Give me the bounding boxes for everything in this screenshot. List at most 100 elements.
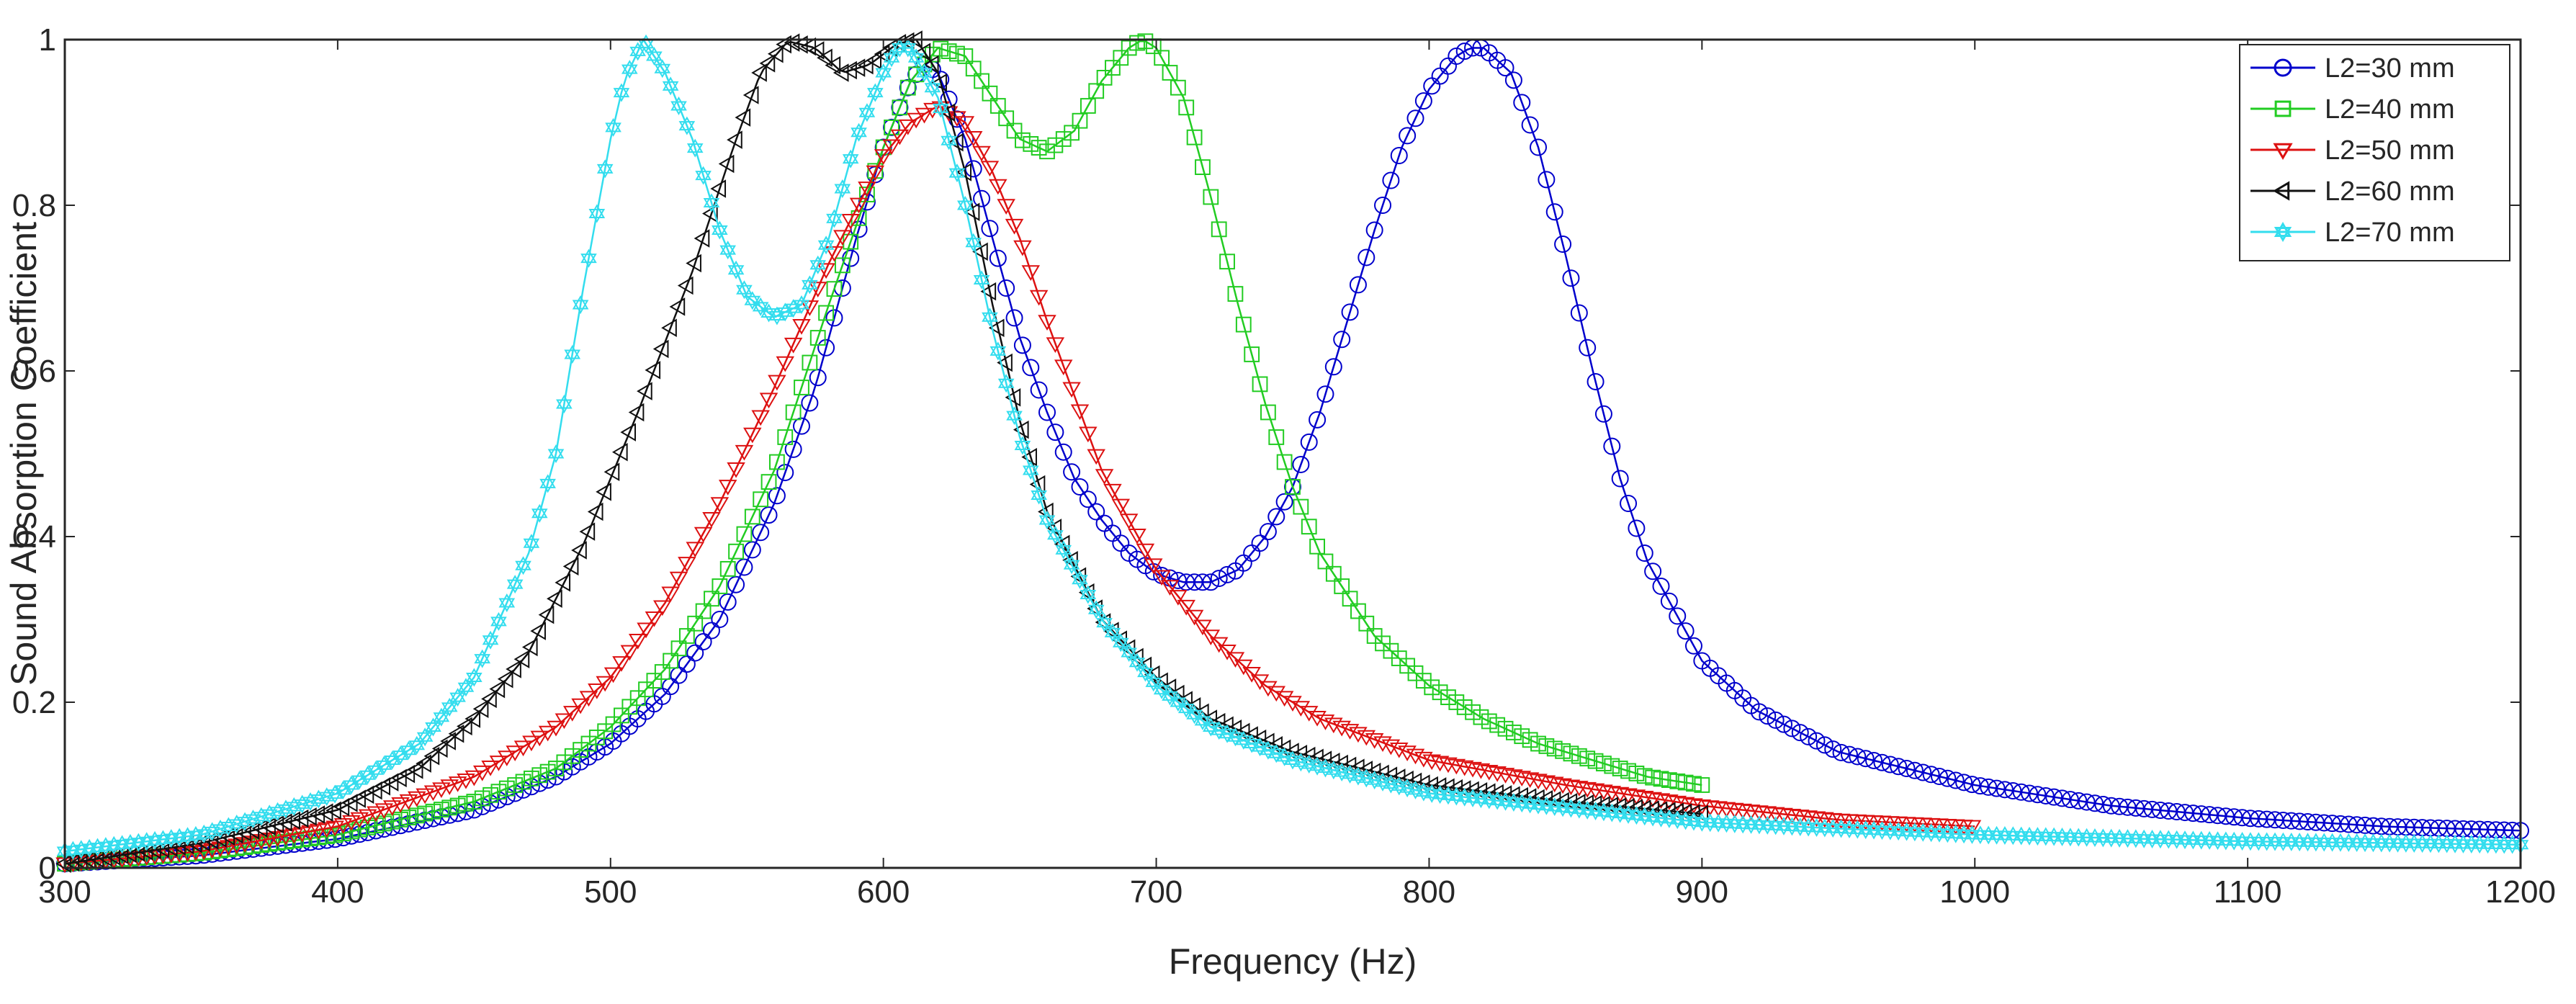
data-point <box>400 815 418 833</box>
data-point <box>743 541 761 559</box>
data-point <box>874 149 893 165</box>
data-point <box>2381 833 2398 853</box>
data-point <box>2053 789 2071 807</box>
data-point <box>563 758 581 776</box>
x-tick-label: 1100 <box>2214 874 2282 910</box>
data-point <box>359 819 376 835</box>
data-point <box>1661 772 1677 788</box>
data-point <box>1072 570 1088 589</box>
data-point <box>374 777 390 796</box>
data-point <box>1988 825 2005 845</box>
data-point <box>1512 786 1528 806</box>
data-point <box>1193 619 1212 636</box>
data-point <box>948 163 966 183</box>
data-point <box>1309 411 1327 429</box>
data-point <box>1267 686 1286 702</box>
data-point <box>792 319 811 335</box>
data-point <box>694 229 710 248</box>
data-point <box>652 339 669 359</box>
data-point <box>719 241 737 260</box>
data-point <box>1496 785 1512 804</box>
data-point <box>645 361 661 380</box>
data-point <box>1520 788 1537 807</box>
data-point <box>547 589 562 608</box>
data-point <box>760 474 777 490</box>
data-point <box>326 784 344 804</box>
data-point <box>620 645 639 661</box>
data-point <box>1996 781 2014 799</box>
data-point <box>1504 71 1522 89</box>
data-point <box>1309 538 1325 555</box>
data-point <box>1267 508 1285 526</box>
legend-item: L2=50 mm <box>2250 135 2455 166</box>
data-point <box>1251 534 1269 552</box>
data-point <box>1448 694 1465 710</box>
legend-item: L2=60 mm <box>2250 176 2455 207</box>
data-point <box>456 717 472 736</box>
data-point <box>1939 769 1957 787</box>
data-point <box>268 830 287 847</box>
data-point <box>392 745 409 765</box>
data-point <box>433 802 449 817</box>
data-point <box>474 790 490 807</box>
data-point <box>712 220 728 240</box>
data-point <box>342 815 361 831</box>
data-point <box>768 487 786 505</box>
data-point <box>629 690 646 707</box>
data-point <box>1284 478 1301 496</box>
data-point <box>1988 779 2006 797</box>
data-point <box>1226 652 1245 668</box>
data-point <box>472 765 492 781</box>
data-point <box>1005 309 1023 327</box>
data-point <box>572 753 590 771</box>
legend-item: L2=40 mm <box>2250 94 2455 125</box>
data-point <box>1686 776 1702 792</box>
data-point <box>1808 732 1826 750</box>
data-point <box>891 99 909 117</box>
data-point <box>351 771 368 790</box>
data-point <box>1783 720 1801 738</box>
legend-label: L2=40 mm <box>2325 94 2455 125</box>
data-point <box>1005 218 1024 235</box>
data-point <box>1210 570 1228 588</box>
data-point <box>202 843 222 859</box>
data-point <box>1137 33 1154 50</box>
data-point <box>915 42 931 61</box>
data-point <box>251 819 268 838</box>
data-point <box>842 149 859 169</box>
data-point <box>1628 766 1645 781</box>
data-point <box>1562 269 1580 287</box>
data-point <box>1095 469 1114 485</box>
data-point <box>301 825 320 841</box>
data-point <box>1652 578 1670 595</box>
data-point <box>1160 580 1180 596</box>
data-point <box>662 678 680 696</box>
data-point <box>425 717 441 737</box>
data-point <box>1489 717 1506 733</box>
data-point <box>400 740 417 760</box>
data-point <box>686 254 701 273</box>
data-point <box>1332 720 1351 737</box>
data-point <box>1219 565 1237 583</box>
data-point <box>507 777 524 793</box>
data-point <box>742 86 759 104</box>
data-point <box>1513 94 1531 112</box>
data-point <box>2431 834 2447 853</box>
data-point <box>620 423 636 442</box>
data-point <box>1963 776 1981 794</box>
data-point <box>2324 833 2341 852</box>
data-point <box>268 815 284 834</box>
data-point <box>506 745 524 761</box>
data-point <box>1496 59 1514 77</box>
data-point <box>513 650 530 668</box>
data-point <box>277 829 295 846</box>
data-point <box>988 318 1005 337</box>
data-point <box>941 43 957 59</box>
data-point <box>457 773 475 789</box>
data-point <box>2078 828 2095 847</box>
data-point <box>1857 750 1875 768</box>
data-point <box>1316 714 1335 730</box>
data-point <box>752 524 770 542</box>
data-point <box>483 786 498 803</box>
data-point <box>2242 832 2259 851</box>
